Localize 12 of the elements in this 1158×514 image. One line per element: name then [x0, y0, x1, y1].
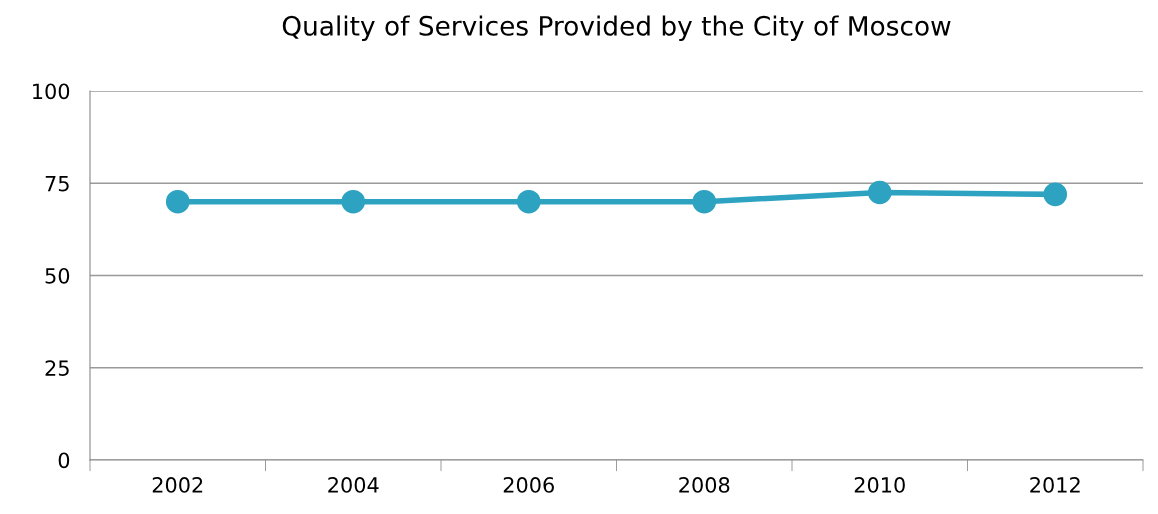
- x-tick-label: 2012: [1030, 477, 1080, 493]
- y-tick-label: 0: [58, 452, 70, 469]
- x-tick-label: 2006: [503, 477, 554, 493]
- y-tick-label: 25: [45, 360, 69, 376]
- x-tick-label: 2002: [152, 477, 203, 493]
- x-tick-label: 2004: [328, 477, 379, 493]
- chart-title: Quality of Services Provided by the City of Moscow: [282, 15, 951, 41]
- x-tick-label: 2008: [679, 477, 730, 493]
- y-tick-label: 50: [45, 267, 70, 284]
- x-tick-label: 2010: [854, 477, 905, 493]
- y-tick-label: 75: [45, 175, 69, 192]
- y-tick-label: 100: [33, 83, 70, 100]
